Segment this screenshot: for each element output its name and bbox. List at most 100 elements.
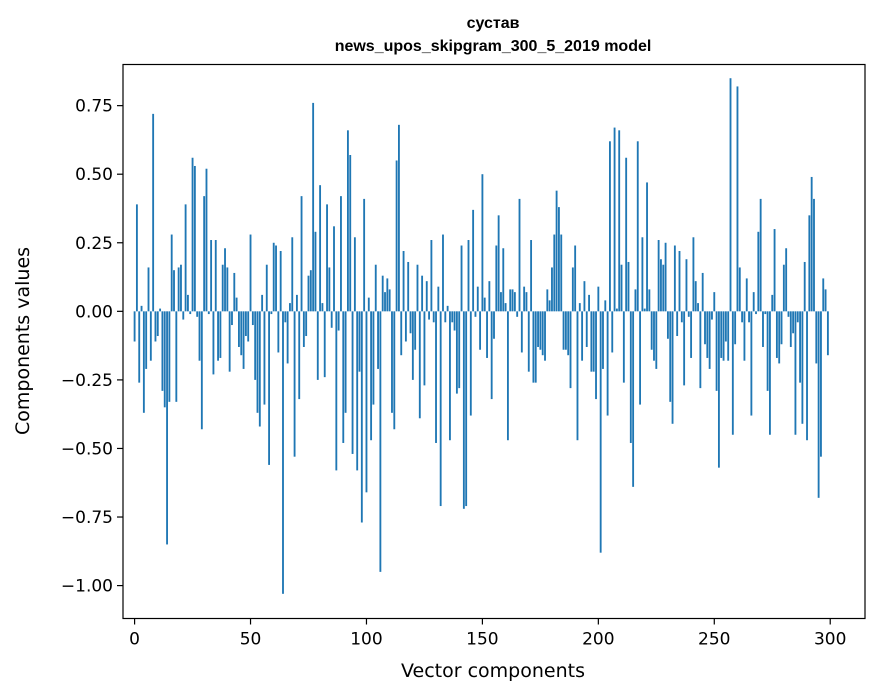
bar [785,248,788,312]
chart-subtitle: news_upos_skipgram_300_5_2019 model [335,38,652,55]
bar [182,311,185,320]
bar [687,311,690,317]
bar [326,204,328,312]
bar [766,311,769,391]
bar [282,311,284,594]
bar [775,311,778,358]
bar [217,311,219,361]
bar [254,311,257,380]
bar [799,311,801,383]
bar [724,311,727,342]
y-tick-label: −1.00 [61,577,113,597]
bar [173,270,175,312]
bar [495,245,498,312]
bar [138,311,141,383]
bar [161,311,164,391]
bar [251,311,254,326]
bar [256,311,259,413]
x-axis-label: Vector components [401,660,585,682]
bar [316,311,319,380]
bar [511,289,514,312]
bar [349,155,352,312]
bar [455,311,458,394]
bar [340,196,342,312]
bar [792,311,795,334]
bar [170,234,173,312]
bar [386,278,389,312]
bar [432,311,435,323]
bar [597,286,600,312]
bar [567,311,570,356]
bar [683,311,686,386]
bar [736,86,739,312]
bar [782,264,785,312]
bar [555,190,558,312]
bar [360,311,363,523]
bar [488,281,491,312]
x-tick-label: 200 [582,630,614,650]
x-axis: 0 50 100 150 200 250 300 [129,618,846,650]
bar [694,281,697,312]
bar [242,311,245,369]
bar [509,289,512,312]
bar [442,234,444,312]
bar [328,267,331,312]
bar [713,292,716,312]
bar [291,237,294,312]
bar [391,311,393,413]
bar [265,264,268,312]
bar [312,102,315,312]
bar [154,311,157,342]
bar [787,311,790,317]
bar [627,261,630,312]
bar [377,311,379,369]
plot-frame [122,63,866,620]
bar [773,229,776,312]
bar [476,286,479,312]
bar [486,311,488,358]
bar [344,311,347,413]
bar [275,245,277,312]
bar [571,267,574,312]
bar [717,311,720,468]
bar [163,311,166,408]
bar [592,311,595,372]
bar [789,311,792,347]
bar [235,297,238,312]
bar [734,311,737,345]
bar [581,311,584,361]
bar [622,311,625,383]
bar [704,311,706,345]
bar [307,275,310,312]
bar [233,272,236,312]
bar [430,240,433,312]
bar [650,311,653,350]
bar [490,311,493,400]
bar [646,182,648,312]
bar [147,267,150,312]
bar [168,311,171,402]
bar [353,237,356,312]
bar [453,311,456,331]
bar [590,311,593,372]
bar [727,311,730,361]
bar [187,294,189,312]
bar [685,259,688,312]
bar [395,160,398,312]
bar [810,176,813,312]
chart-title: сустав [467,15,520,32]
bar [145,311,148,369]
bar [502,248,505,312]
bar [479,311,482,350]
bar [599,311,602,553]
bar [219,311,222,358]
bar [258,311,261,427]
x-tick-label: 150 [466,630,498,650]
bar [198,311,201,361]
bar [546,289,549,312]
bar [822,278,825,312]
bar [741,311,744,323]
bar [210,240,213,312]
bar [444,311,447,323]
y-axis-label: Components values [12,247,34,435]
